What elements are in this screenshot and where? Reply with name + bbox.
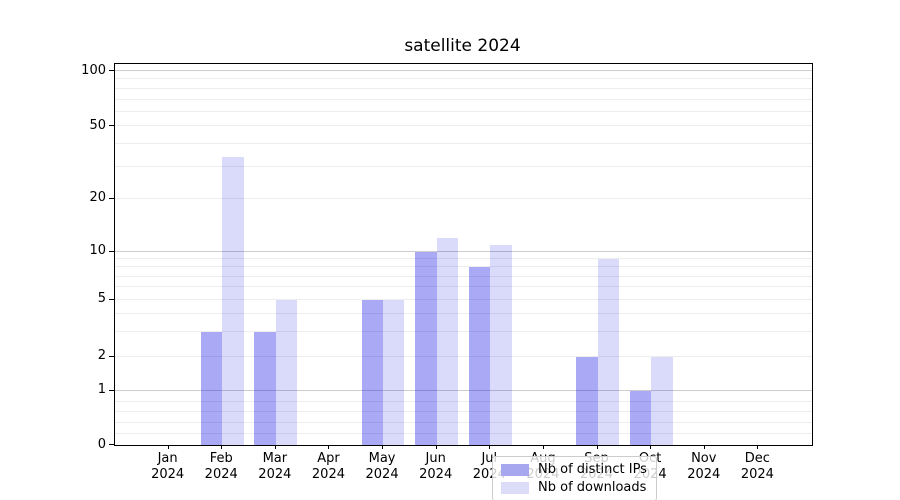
gridline-minor-50 — [115, 125, 812, 127]
y-tick-label-1: 1 — [97, 382, 106, 398]
gridline-minor-0.4 — [115, 422, 812, 424]
x-tick-mark-sep — [596, 445, 598, 449]
x-tick-mark-jul — [489, 445, 491, 449]
gridline-minor-60 — [115, 110, 812, 112]
gridline-minor-8 — [115, 266, 812, 268]
y-tick-label-2: 2 — [97, 348, 106, 364]
gridline-minor-0.8 — [115, 400, 812, 402]
x-tick-label-apr: Apr 2024 — [298, 451, 358, 483]
legend-label-downloads: Nb of downloads — [538, 480, 647, 495]
gridline-minor-7 — [115, 275, 812, 277]
x-tick-mark-may — [382, 445, 384, 449]
x-tick-mark-mar — [274, 445, 276, 449]
gridline-minor-0.6 — [115, 411, 812, 413]
bar-downloads-feb — [222, 156, 244, 445]
gridline-minor-30 — [115, 165, 812, 167]
x-tick-label-jan: Jan 2024 — [138, 451, 198, 483]
gridline-minor-5 — [115, 299, 812, 300]
y-tick-mark-2 — [109, 355, 114, 357]
bar-downloads-sep — [597, 259, 619, 445]
x-tick-year: 2024 — [365, 467, 399, 482]
gridline-minor-9 — [115, 258, 812, 260]
gridline-minor-90 — [115, 78, 812, 80]
x-tick-month: Jan — [157, 451, 178, 466]
y-tick-mark-0 — [109, 444, 114, 445]
y-tick-label-100: 100 — [81, 62, 106, 78]
x-tick-month: Mar — [262, 451, 288, 466]
gridline-minor-0.2 — [115, 433, 812, 435]
gridline-minor-40 — [115, 143, 812, 145]
gridline-minor-80 — [115, 87, 812, 89]
x-tick-mark-apr — [328, 445, 330, 449]
gridline-minor-3 — [115, 330, 812, 332]
plot-area: Nb of distinct IPs Nb of downloads — [114, 63, 813, 500]
legend-swatch-downloads — [501, 481, 529, 494]
x-tick-mark-jun — [435, 445, 437, 449]
x-tick-mark-oct — [650, 445, 652, 449]
bar-ips-feb — [200, 331, 223, 445]
y-tick-label-20: 20 — [89, 190, 106, 206]
bar-ips-jul — [468, 267, 491, 445]
bar-downloads-may — [383, 300, 405, 445]
x-tick-year: 2024 — [419, 467, 453, 482]
gridline-minor-6 — [115, 286, 812, 288]
y-tick-label-50: 50 — [89, 117, 106, 133]
gridline-minor-4 — [115, 312, 812, 314]
gridline-major-1 — [115, 389, 812, 391]
bar-ips-sep — [576, 357, 598, 445]
gridline-minor-70 — [115, 98, 812, 100]
x-tick-month: Jun — [425, 451, 446, 466]
legend-label-distinct-ips: Nb of distinct IPs — [538, 462, 647, 477]
bar-downloads-mar — [275, 300, 298, 445]
x-tick-year: 2024 — [311, 467, 345, 482]
y-tick-mark-20 — [109, 197, 114, 199]
x-tick-label-may: May 2024 — [352, 451, 412, 483]
x-tick-mark-aug — [542, 445, 544, 449]
chart-title: satellite 2024 — [404, 36, 521, 56]
bar-downloads-jul — [490, 244, 512, 445]
x-tick-label-nov: Nov 2024 — [674, 451, 734, 483]
y-tick-label-5: 5 — [97, 291, 106, 307]
x-tick-label-mar: Mar 2024 — [245, 451, 305, 483]
x-tick-month: Dec — [744, 451, 770, 466]
gridline-major-10 — [115, 251, 812, 252]
y-tick-label-0: 0 — [97, 436, 106, 452]
x-tick-year: 2024 — [740, 467, 774, 482]
y-tick-mark-10 — [109, 250, 114, 252]
x-tick-label-feb: Feb 2024 — [191, 451, 251, 483]
bar-ips-oct — [629, 390, 652, 445]
x-tick-month: May — [368, 451, 396, 466]
x-tick-label-dec: Dec 2024 — [727, 451, 787, 483]
x-tick-month: Apr — [317, 451, 340, 466]
x-tick-label-jun: Jun 2024 — [406, 451, 466, 483]
x-tick-month: Nov — [691, 451, 717, 466]
y-tick-label-10: 10 — [89, 243, 106, 259]
bar-ips-mar — [254, 331, 276, 445]
x-tick-mark-jan — [167, 445, 169, 449]
legend-item-distinct-ips: Nb of distinct IPs — [501, 462, 647, 477]
bar-ips-may — [361, 300, 384, 445]
y-tick-mark-50 — [109, 125, 114, 127]
bar-downloads-jun — [436, 237, 459, 445]
legend: Nb of distinct IPs Nb of downloads — [492, 456, 657, 500]
x-tick-mark-feb — [221, 445, 223, 449]
legend-item-downloads: Nb of downloads — [501, 480, 647, 495]
x-tick-year: 2024 — [151, 467, 185, 482]
legend-swatch-distinct-ips — [501, 463, 529, 476]
x-tick-mark-dec — [757, 445, 759, 449]
y-tick-mark-100 — [109, 70, 114, 71]
x-tick-year: 2024 — [204, 467, 238, 482]
x-tick-mark-nov — [703, 445, 705, 449]
x-tick-month: Feb — [209, 451, 233, 466]
x-tick-year: 2024 — [687, 467, 721, 482]
gridline-major-100 — [115, 70, 812, 72]
gridline-minor-20 — [115, 197, 812, 199]
gridline-minor-2 — [115, 356, 812, 357]
bar-ips-jun — [415, 252, 437, 445]
bar-downloads-oct — [651, 357, 673, 445]
y-tick-mark-1 — [109, 389, 114, 391]
y-tick-mark-5 — [109, 298, 114, 300]
x-tick-year: 2024 — [258, 467, 292, 482]
